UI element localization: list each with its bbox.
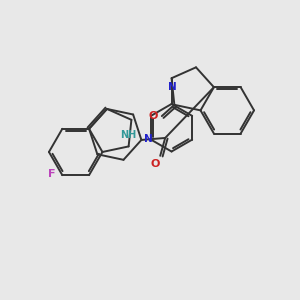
Text: N: N [144, 134, 153, 144]
Text: O: O [151, 159, 160, 169]
Text: F: F [48, 169, 56, 179]
Text: O: O [148, 111, 158, 121]
Text: N: N [168, 82, 177, 92]
Text: NH: NH [121, 130, 137, 140]
